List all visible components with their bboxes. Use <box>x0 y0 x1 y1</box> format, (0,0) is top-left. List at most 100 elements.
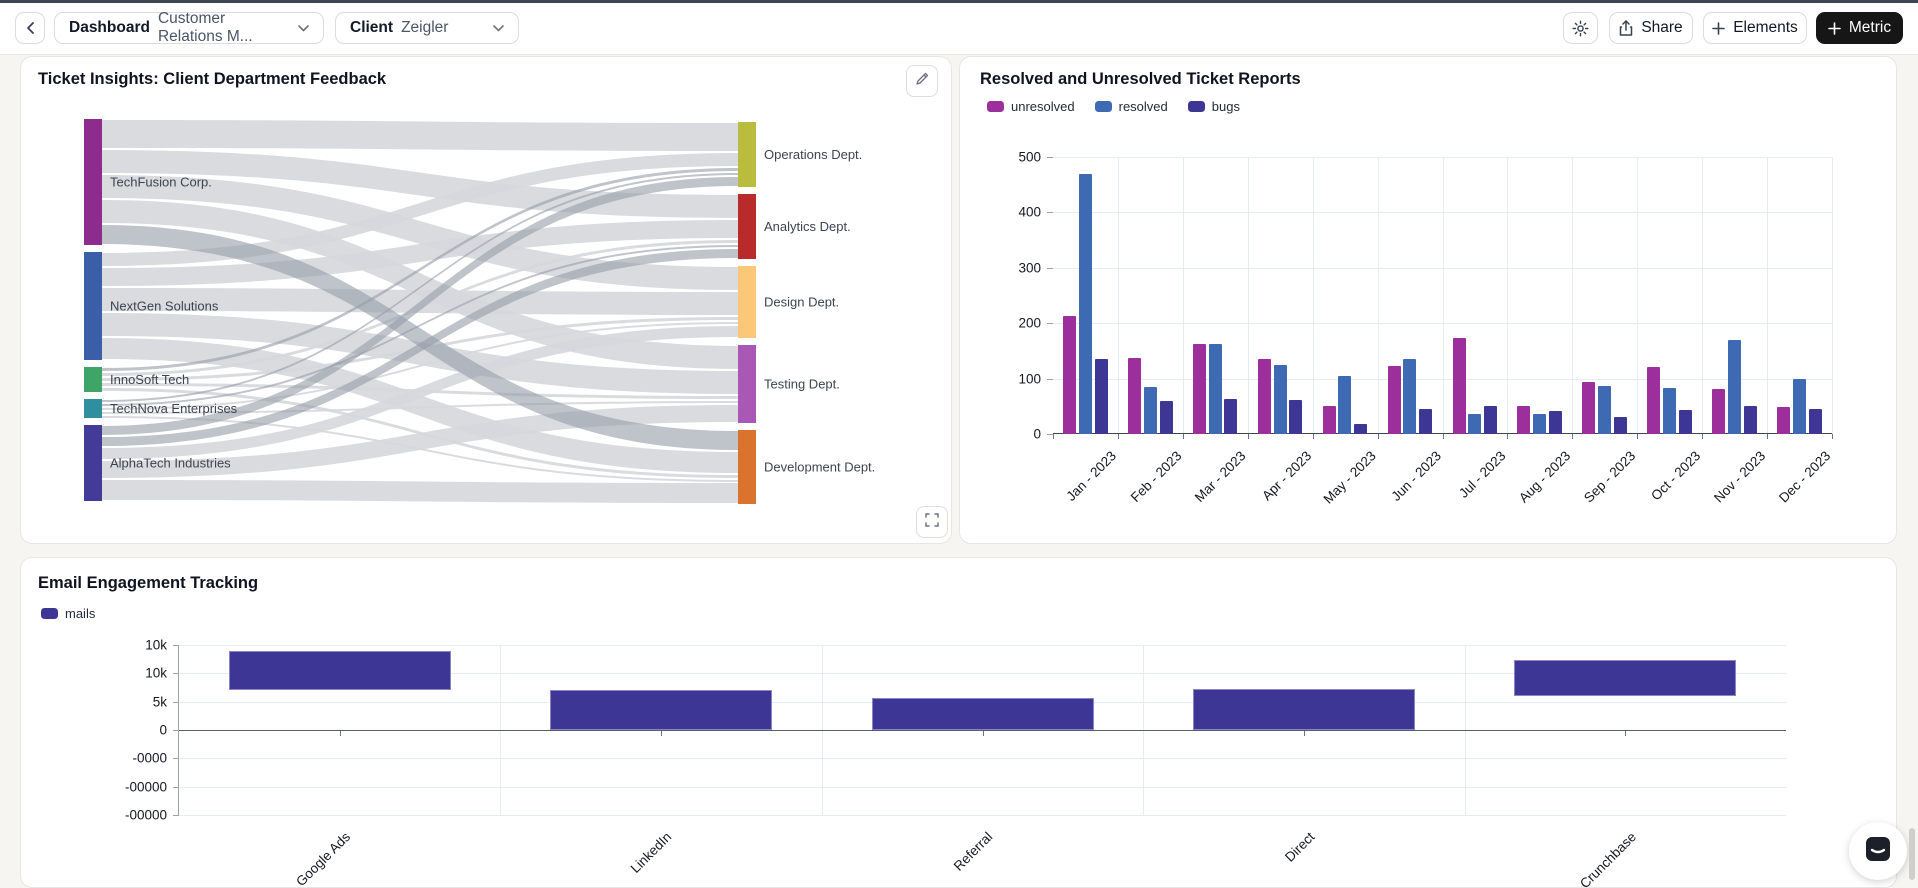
sankey-link[interactable] <box>102 168 738 371</box>
sankey-node[interactable] <box>738 194 756 259</box>
y-axis-tick <box>173 815 179 816</box>
bar-bugs[interactable] <box>1354 424 1368 434</box>
x-axis-tick <box>1572 434 1574 439</box>
sankey-link[interactable] <box>102 220 738 286</box>
sankey-node[interactable] <box>84 252 102 360</box>
bar-bugs[interactable] <box>1224 398 1238 434</box>
page-scrollbar-thumb[interactable] <box>1909 828 1915 880</box>
sankey-link[interactable] <box>102 326 738 459</box>
client-selector-label: Client <box>350 19 394 36</box>
bar-mails[interactable] <box>228 650 451 691</box>
bar-unresolved[interactable] <box>1582 382 1596 434</box>
legend-swatch <box>41 608 58 619</box>
bar-resolved[interactable] <box>1468 414 1482 434</box>
sankey-node[interactable] <box>738 345 756 423</box>
back-button[interactable] <box>15 12 45 44</box>
legend-label: unresolved <box>1011 99 1075 114</box>
legend-swatch <box>1094 101 1112 112</box>
x-axis-tick <box>661 731 663 736</box>
bar-unresolved[interactable] <box>1517 405 1531 434</box>
bar-unresolved[interactable] <box>1387 365 1401 434</box>
bar-resolved[interactable] <box>1792 378 1806 434</box>
gridline <box>179 786 1786 788</box>
sankey-link[interactable] <box>102 480 738 503</box>
sankey-link[interactable] <box>102 338 738 473</box>
bar-bugs[interactable] <box>1678 409 1692 434</box>
legend-item[interactable]: unresolved <box>987 99 1075 114</box>
y-axis-tick <box>173 673 179 675</box>
bar-bugs[interactable] <box>1484 406 1498 434</box>
x-axis-tick <box>1182 434 1184 439</box>
client-selector-dropdown[interactable]: Client Zeigler <box>335 12 519 44</box>
chat-launcher-button[interactable] <box>1849 822 1907 880</box>
bar-resolved[interactable] <box>1533 413 1547 434</box>
bar-resolved[interactable] <box>1338 376 1352 434</box>
legend-item[interactable]: bugs <box>1187 99 1240 114</box>
sankey-link[interactable] <box>102 245 738 406</box>
share-button[interactable]: Share <box>1609 12 1693 44</box>
sankey-node[interactable] <box>84 119 102 245</box>
sankey-link[interactable] <box>102 153 738 266</box>
dashboard-selector-dropdown[interactable]: Dashboard Customer Relations M... <box>54 10 324 45</box>
bar-unresolved[interactable] <box>1257 359 1271 434</box>
bar-unresolved[interactable] <box>1322 406 1336 434</box>
bar-unresolved[interactable] <box>1452 338 1466 434</box>
pencil-icon <box>915 71 930 91</box>
bar-bugs[interactable] <box>1743 405 1757 434</box>
bar-resolved[interactable] <box>1273 364 1287 434</box>
sankey-node[interactable] <box>738 122 756 187</box>
bar-bugs[interactable] <box>1094 358 1108 434</box>
bar-resolved[interactable] <box>1143 386 1157 434</box>
settings-button[interactable] <box>1563 12 1598 44</box>
bar-mails[interactable] <box>1514 659 1737 696</box>
sankey-node[interactable] <box>84 425 102 501</box>
bar-bugs[interactable] <box>1419 409 1433 434</box>
bar-unresolved[interactable] <box>1192 343 1206 434</box>
sankey-link[interactable] <box>102 225 738 450</box>
add-metric-button[interactable]: Metric <box>1816 12 1903 44</box>
bar-resolved[interactable] <box>1208 344 1222 434</box>
bar-mails[interactable] <box>550 689 773 730</box>
sankey-link[interactable] <box>102 322 738 410</box>
bar-bugs[interactable] <box>1549 411 1563 434</box>
expand-widget-button[interactable] <box>916 506 948 538</box>
edit-widget-button[interactable] <box>906 65 938 97</box>
y-axis-tick <box>1047 378 1053 380</box>
legend-item[interactable]: resolved <box>1094 99 1168 114</box>
sankey-link[interactable] <box>102 173 738 402</box>
bar-resolved[interactable] <box>1403 359 1417 434</box>
bar-bugs[interactable] <box>1159 400 1173 434</box>
sankey-link[interactable] <box>102 175 738 290</box>
gridline <box>1182 157 1184 434</box>
sankey-link[interactable] <box>102 200 738 369</box>
bar-resolved[interactable] <box>1727 339 1741 434</box>
legend-item[interactable]: mails <box>41 606 95 621</box>
gridline <box>179 673 1786 675</box>
sankey-node[interactable] <box>738 266 756 338</box>
sankey-link[interactable] <box>102 120 738 151</box>
y-axis-tick-label: 10k <box>145 637 167 653</box>
bar-mails[interactable] <box>1192 688 1415 730</box>
bar-unresolved[interactable] <box>1647 366 1661 434</box>
sankey-link[interactable] <box>102 313 738 394</box>
sankey-link[interactable] <box>102 249 738 446</box>
sankey-link[interactable] <box>102 177 738 435</box>
gridline <box>1377 157 1379 434</box>
bar-mails[interactable] <box>871 697 1094 730</box>
sankey-node[interactable] <box>84 367 102 392</box>
sankey-node[interactable] <box>738 430 756 504</box>
bar-resolved[interactable] <box>1663 388 1677 434</box>
sankey-node[interactable] <box>84 399 102 418</box>
sankey-link[interactable] <box>102 401 738 414</box>
bar-unresolved[interactable] <box>1063 315 1076 434</box>
bar-unresolved[interactable] <box>1777 406 1791 434</box>
add-elements-button[interactable]: Elements <box>1703 12 1807 44</box>
bar-bugs[interactable] <box>1613 417 1627 434</box>
bar-unresolved[interactable] <box>1712 388 1726 434</box>
bar-resolved[interactable] <box>1598 385 1612 434</box>
bar-unresolved[interactable] <box>1127 357 1141 434</box>
sankey-link[interactable] <box>102 150 738 218</box>
bar-bugs[interactable] <box>1808 408 1822 434</box>
bar-resolved[interactable] <box>1078 173 1092 434</box>
bar-bugs[interactable] <box>1289 399 1303 434</box>
